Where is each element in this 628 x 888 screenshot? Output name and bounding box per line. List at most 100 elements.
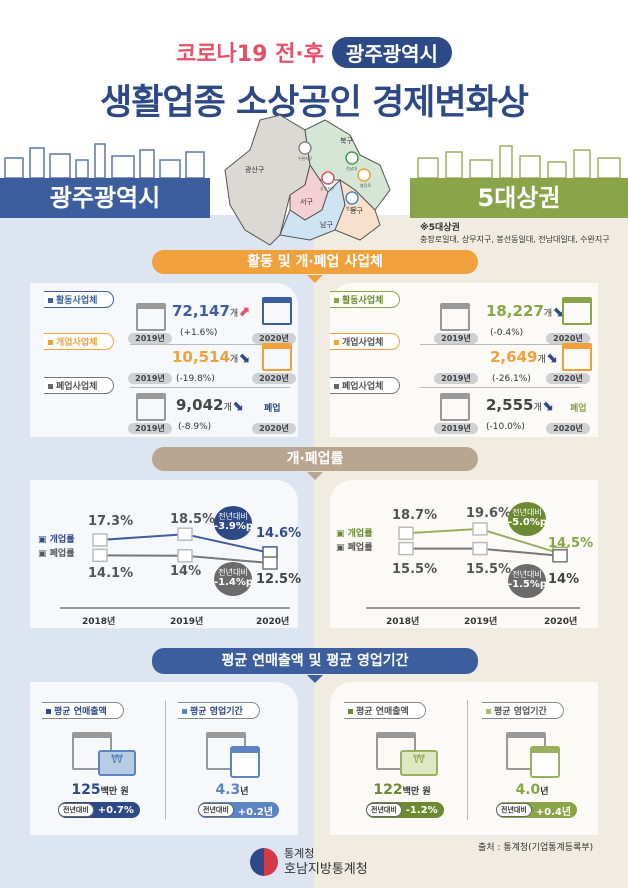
store-icon (440, 393, 470, 421)
unit: 백만 원 (402, 787, 431, 797)
businesses-panel-gwangju: 활동사업체 2019년 72,147개⬈ (+1.6%) 2020년 개업사업체 … (30, 283, 298, 437)
divider (130, 344, 290, 345)
value: 18,227 (486, 302, 544, 320)
gwangju-map: 광산구 북구 서구 남구 동구 수완지구 전남대 상무지구 충장로 봉선동 (224, 114, 391, 246)
calendar-icon (230, 746, 260, 778)
pin-icon (345, 191, 359, 205)
year-label: 2020년 (546, 423, 590, 434)
change: -1.5%p (508, 579, 548, 590)
unit: 백만 원 (100, 787, 129, 797)
tag-label: 개업사업체 (342, 338, 384, 348)
legend-open-rate: ▣ 개업률 (336, 529, 373, 539)
value: 18.7 (392, 508, 425, 523)
x-label: 2018년 (386, 617, 420, 627)
year-label: 2020년 (546, 333, 590, 344)
arrow-down-icon: ⬊ (231, 398, 244, 414)
legend-label: 개업률 (49, 535, 75, 545)
district-nam: 남구 (320, 220, 333, 229)
rate-open-2019: 18.5% (170, 512, 216, 527)
store-icon (262, 343, 292, 371)
close-rate-point (262, 556, 278, 570)
rate-open-2019: 19.6% (466, 506, 512, 521)
pin-icon (298, 141, 312, 155)
open-rate-point (398, 526, 414, 540)
close-rate-point (177, 549, 193, 563)
arrow-down-icon: ⬊ (545, 350, 558, 366)
close-rate-point (472, 541, 488, 556)
rate-close-2018: 14.1% (88, 566, 134, 581)
unit: 개 (543, 309, 553, 319)
arrow-down-icon: ⬊ (552, 304, 564, 320)
district-buk: 북구 (340, 137, 353, 145)
value: 4.3 (215, 782, 241, 798)
unit: 개 (537, 355, 546, 365)
store-icon (562, 343, 592, 371)
tag-label: 개업사업체 (56, 338, 98, 348)
value: 18.5 (170, 512, 203, 527)
tag-label: 평균 연매출액 (54, 707, 107, 717)
averages-panel-5-districts: 평균 연매출액 평균 영업기간 ₩ 122백만 원 전년대비 -1.2% 4.0년… (330, 682, 598, 835)
change: -1.4%p (214, 577, 254, 588)
value: 14 (548, 572, 567, 587)
yoy-label: 전년대비 (218, 568, 248, 577)
tag-avg-sales: 평균 연매출액 (42, 702, 124, 719)
tag-opened: 개업사업체 (330, 333, 401, 350)
avg-sales-change: 전년대비 +0.7% (58, 802, 140, 818)
tag-label: 평균 영업기간 (190, 707, 243, 717)
pin-label: 상무지구 (320, 185, 335, 191)
title-top: 코로나19 전·후 광주광역시 (0, 36, 628, 68)
value: 15.5 (392, 562, 425, 577)
open-change-bubble: 전년대비 -5.0%p (508, 502, 548, 536)
x-label: 2018년 (82, 617, 116, 627)
avg-sales-change: 전년대비 -1.2% (366, 802, 444, 818)
rate-close-2019: 14% (170, 564, 202, 579)
statistics-korea-logo (250, 848, 278, 876)
change: (+1.6%) (180, 328, 218, 338)
change: +0.2년 (237, 806, 274, 818)
tag-avg-period: 평균 영업기간 (178, 702, 260, 719)
section-header-rates: 개·폐업률 (152, 447, 478, 480)
yoy-label: 전년대비 (58, 803, 94, 817)
rates-chart-5-districts (366, 522, 580, 609)
change: -3.9%p (214, 521, 254, 532)
source-note: 출처 : 통계청(기업통계등록부) (478, 843, 594, 853)
divider (467, 700, 468, 820)
legend-label: 폐업률 (49, 549, 75, 559)
title-covid: 코로나19 전·후 (176, 42, 324, 67)
pin-icon (357, 168, 371, 182)
tag-label: 폐업사업체 (342, 382, 384, 392)
district-seo: 서구 (300, 197, 313, 206)
rate-open-2018: 18.7% (392, 508, 438, 523)
close-change-bubble: 전년대비 -1.5%p (508, 564, 548, 598)
open-rate-point (177, 527, 193, 541)
change: +0.7% (97, 804, 134, 816)
legend-label: 개업률 (347, 529, 373, 539)
change: -5.0%p (508, 517, 548, 528)
legend-close-rate: ▣ 폐업률 (336, 543, 373, 553)
org-1: 통계청 (284, 847, 315, 860)
tag-label: 활동사업체 (56, 296, 98, 306)
arrow-down-icon: ⬊ (238, 350, 250, 366)
value: 14.5 (548, 536, 581, 551)
closed-label: 폐업 (264, 404, 281, 414)
note-title: ※5대상권 (420, 223, 460, 233)
change: (-8.9%) (178, 422, 212, 432)
year-label: 2020년 (252, 423, 296, 434)
tag-label: 평균 연매출액 (356, 707, 409, 717)
tag-label: 활동사업체 (342, 296, 384, 306)
yoy-label: 전년대비 (512, 508, 542, 517)
divider (420, 387, 580, 388)
value: 15.5 (466, 562, 499, 577)
district-gwangsan: 광산구 (245, 165, 265, 174)
pin-icon (345, 151, 359, 165)
closed-count: 2,555개⬊ (-10.0%) (486, 395, 553, 433)
value: 2,555 (486, 396, 534, 414)
rate-open-2020: 14.5% (548, 536, 594, 551)
tag-closed: 폐업사업체 (330, 377, 401, 394)
rate-open-2018: 17.3% (88, 514, 134, 529)
yoy-label: 전년대비 (218, 512, 248, 521)
note-text: 충장로일대, 상무지구, 봉선동일대, 전남대일대, 수완지구 (420, 235, 610, 244)
tag-label: 폐업사업체 (56, 382, 98, 392)
cityscape-right-illustration (417, 145, 621, 178)
year-label: 2020년 (546, 373, 590, 384)
